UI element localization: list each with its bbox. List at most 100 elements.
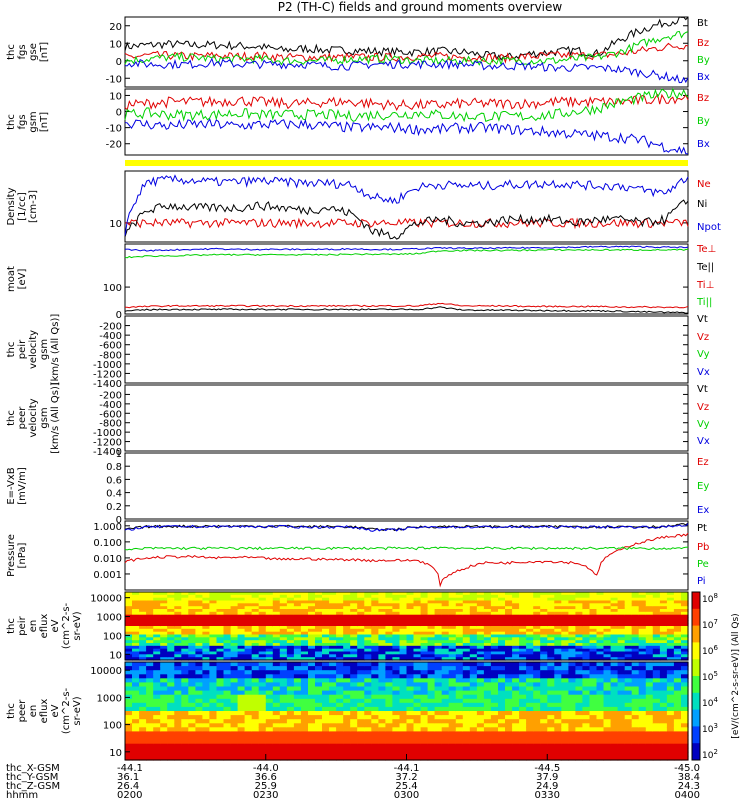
heatmap-peer_eflux-cell [251,702,260,708]
heatmap-peer_eflux-cell [279,698,288,704]
heatmap-peir_eflux-cell [329,637,337,641]
heatmap-peir_eflux-cell [540,597,548,602]
heatmap-peer_eflux-cell [279,719,288,724]
heatmap-peer_eflux-cell [251,694,260,700]
heatmap-peer_eflux-cell [300,735,309,741]
heatmap-peer_eflux-cell [160,731,168,737]
heatmap-peir_eflux-cell [624,657,633,661]
heatmap-peer_eflux-cell [483,662,492,667]
heatmap-peer_eflux-cell [631,694,640,700]
heatmap-peir_eflux-cell [631,594,640,599]
panel-peer_eflux-ylabel: thc [6,703,17,719]
heatmap-peir_eflux-cell [610,654,619,658]
heatmap-peir_eflux-cell [350,603,358,607]
heatmap-peer_eflux-cell [589,666,598,671]
heatmap-peer_eflux-cell [505,751,513,757]
heatmap-peer_eflux-cell [498,739,506,745]
heatmap-peir_eflux-cell [575,623,583,627]
heatmap-peir_eflux-cell [554,654,562,658]
heatmap-peir_eflux-cell [673,614,682,619]
heatmap-peer_eflux-cell [322,751,330,757]
heatmap-peir_eflux-cell [624,611,633,616]
heatmap-peer_eflux-cell [610,702,619,708]
heatmap-peir_eflux-cell [526,611,534,616]
heatmap-peir_eflux-cell [631,654,640,658]
heatmap-peir_eflux-cell [153,645,161,650]
heatmap-peir_eflux-cell [638,628,647,633]
heatmap-peir_eflux-cell [624,631,633,636]
heatmap-peir_eflux-cell [244,606,253,610]
heatmap-peer_eflux-cell [371,666,379,671]
heatmap-peir_eflux-cell [610,617,619,621]
heatmap-peer_eflux-cell [673,719,682,724]
heatmap-peer_eflux-cell [300,731,309,737]
heatmap-peir_eflux-cell [244,628,253,633]
heatmap-peer_eflux-cell [575,731,583,737]
heatmap-peir_eflux-cell [308,634,316,638]
heatmap-peir_eflux-cell [272,645,281,650]
heatmap-peir_eflux-cell [399,651,408,655]
heatmap-peir_eflux-cell [652,603,661,607]
heatmap-peir_eflux-cell [167,645,175,650]
heatmap-peer_eflux-cell [645,698,654,704]
colorbar-tick-label: 105 [702,670,718,683]
heatmap-peer_eflux-cell [448,686,457,692]
heatmap-peir_eflux-cell [631,645,640,650]
heatmap-peer_eflux-cell [174,739,182,745]
heatmap-peer_eflux-cell [251,698,260,704]
heatmap-peer_eflux-cell [681,690,689,696]
heatmap-peer_eflux-cell [244,735,253,741]
heatmap-peer_eflux-cell [413,674,422,679]
heatmap-peer_eflux-cell [434,731,443,737]
heatmap-peir_eflux-cell [139,614,147,619]
heatmap-peer_eflux-cell [244,739,253,745]
heatmap-peir_eflux-cell [420,623,429,627]
heatmap-peir_eflux-cell [413,637,422,641]
heatmap-peir_eflux-cell [378,637,386,641]
heatmap-peer_eflux-cell [350,727,358,732]
heatmap-peir_eflux-cell [406,611,415,616]
heatmap-peir_eflux-cell [617,626,626,630]
heatmap-peir_eflux-cell [624,654,633,658]
heatmap-peir_eflux-cell [483,631,492,636]
heatmap-peer_eflux-cell [434,755,443,761]
heatmap-peir_eflux-cell [448,637,457,641]
heatmap-peir_eflux-cell [139,623,147,627]
heatmap-peir_eflux-cell [645,648,654,653]
heatmap-peer_eflux-cell [343,698,351,704]
heatmap-peer_eflux-cell [167,723,175,728]
heatmap-peer_eflux-cell [237,747,246,753]
heatmap-peer_eflux-cell [315,682,323,688]
heatmap-peir_eflux-cell [582,620,590,624]
heatmap-peir_eflux-cell [258,623,267,627]
heatmap-peer_eflux-cell [624,686,633,692]
heatmap-peir_eflux-cell [596,645,605,650]
heatmap-peer_eflux-cell [279,694,288,700]
heatmap-peer_eflux-cell [265,698,274,704]
heatmap-peer_eflux-cell [378,711,386,716]
heatmap-peir_eflux-cell [490,648,499,653]
heatmap-peir_eflux-cell [673,606,682,610]
heatmap-peer_eflux-cell [469,698,478,704]
heatmap-peer_eflux-cell [673,715,682,720]
heatmap-peir_eflux-cell [146,597,154,602]
heatmap-peir_eflux-cell [153,600,161,604]
heatmap-peer_eflux-cell [357,747,365,753]
heatmap-peir_eflux-cell [413,640,422,644]
heatmap-peir_eflux-cell [512,603,520,607]
heatmap-peir_eflux-cell [153,631,161,636]
heatmap-peir_eflux-cell [336,654,344,658]
legend-efield-Ex: Ex [697,505,709,516]
heatmap-peer_eflux-cell [652,727,661,732]
heatmap-peir_eflux-cell [399,654,408,658]
heatmap-peer_eflux-cell [505,698,513,704]
heatmap-peir_eflux-cell [526,623,534,627]
heatmap-peir_eflux-cell [279,634,288,638]
heatmap-peer_eflux-cell [434,735,443,741]
heatmap-peir_eflux-cell [547,603,555,607]
heatmap-peer_eflux-cell [681,711,689,716]
heatmap-peir_eflux-cell [343,617,351,621]
heatmap-peir_eflux-cell [286,626,295,630]
heatmap-peir_eflux-cell [308,623,316,627]
heatmap-peer_eflux-cell [146,706,154,712]
